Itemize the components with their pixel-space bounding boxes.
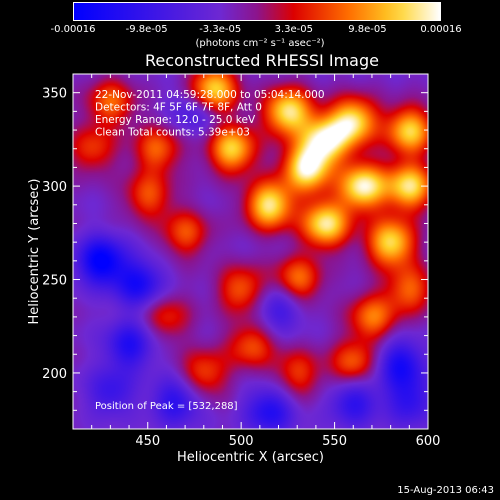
x-tick-label: 450	[135, 434, 160, 449]
plot-frame	[72, 73, 429, 430]
y-tick-label: 200	[42, 367, 67, 382]
heatmap-canvas	[73, 74, 428, 429]
info-line: Energy Range: 12.0 - 25.0 keV	[95, 114, 256, 126]
y-axis-label: Heliocentric Y (arcsec)	[27, 179, 42, 325]
y-tick-label: 350	[42, 87, 67, 102]
x-axis-label: Heliocentric X (arcsec)	[177, 450, 324, 465]
peak-position-label: Position of Peak = [532,288]	[95, 401, 238, 412]
colorbar-gradient	[73, 2, 441, 21]
info-line: Clean Total counts: 5.39e+03	[95, 127, 250, 139]
x-tick-label: 550	[322, 434, 347, 449]
y-tick-label: 300	[42, 180, 67, 195]
colorbar-tick-label: -3.3e-05	[199, 24, 242, 35]
x-tick-label: 500	[229, 434, 254, 449]
heatmap-image	[73, 74, 428, 429]
info-line: Detectors: 4F 5F 6F 7F 8F, Att 0	[95, 102, 262, 114]
colorbar-tick-label: 9.8e-05	[348, 24, 387, 35]
colorbar-tick-label: 0.00016	[420, 24, 462, 35]
colorbar-tick-label: 3.3e-05	[274, 24, 313, 35]
colorbar	[73, 2, 441, 22]
colorbar-units-label: (photons cm⁻² s⁻¹ asec⁻²)	[195, 38, 325, 49]
timestamp: 15-Aug-2013 06:43	[397, 485, 494, 496]
plot-title: Reconstructed RHESSI Image	[145, 51, 379, 70]
colorbar-tick-label: -9.8e-05	[125, 24, 168, 35]
info-line: 22-Nov-2011 04:59:28.000 to 05:04:14.000	[95, 89, 325, 101]
colorbar-tick-label: -0.00016	[50, 24, 96, 35]
y-tick-label: 250	[42, 274, 67, 289]
x-tick-label: 600	[416, 434, 441, 449]
